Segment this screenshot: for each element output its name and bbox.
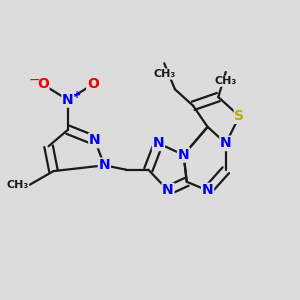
Text: O: O xyxy=(87,77,99,92)
Text: CH₃: CH₃ xyxy=(6,180,28,190)
Text: N: N xyxy=(89,134,101,148)
Text: N: N xyxy=(178,148,189,162)
Text: −: − xyxy=(29,73,40,87)
Text: S: S xyxy=(234,109,244,123)
Text: N: N xyxy=(153,136,164,150)
Text: CH₃: CH₃ xyxy=(153,69,176,79)
Text: N: N xyxy=(62,93,74,107)
Text: O: O xyxy=(37,77,49,92)
Text: N: N xyxy=(99,158,110,172)
Text: +: + xyxy=(73,90,81,100)
Text: N: N xyxy=(162,184,174,197)
Text: N: N xyxy=(202,184,213,197)
Text: CH₃: CH₃ xyxy=(215,76,237,86)
Text: N: N xyxy=(220,136,232,150)
